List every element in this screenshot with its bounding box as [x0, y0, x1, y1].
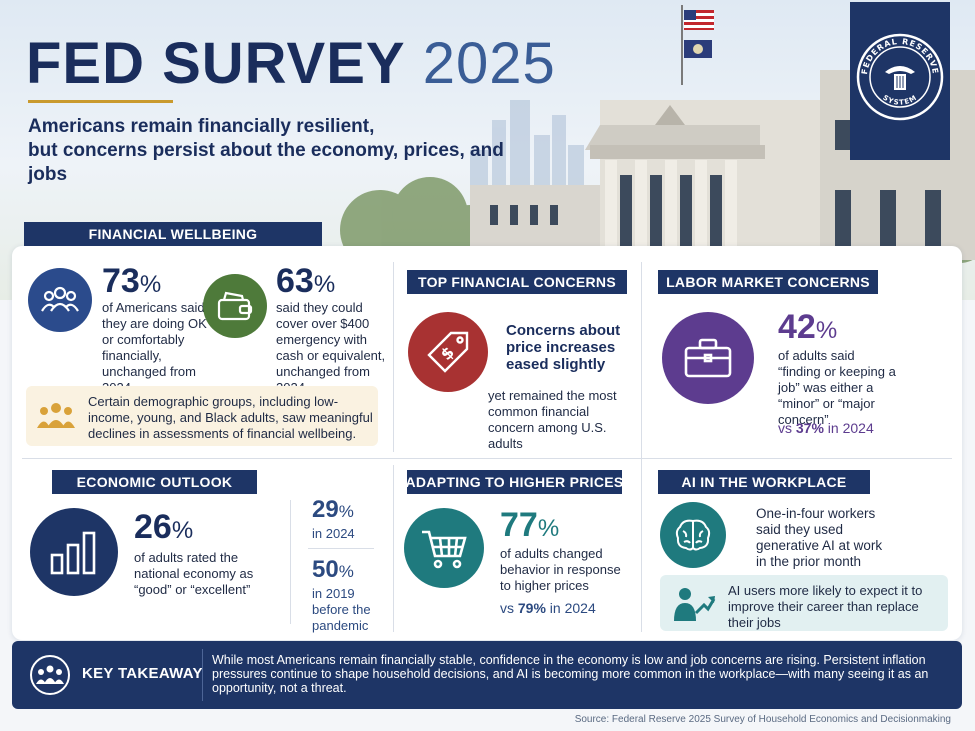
- brain-icon: [660, 502, 726, 568]
- stat-economy-2024: 29%: [312, 496, 354, 523]
- adapting-prices-heading: ADAPTING TO HIGHER PRICES: [405, 470, 623, 494]
- stat-emergency: 63%: [276, 262, 336, 300]
- community-icon: [30, 655, 70, 695]
- person-growth-icon: [672, 582, 716, 624]
- demographic-note: [26, 386, 378, 446]
- job-concern-compare: vs 37% in 2024: [778, 420, 874, 436]
- ai-workplace-heading: AI IN THE WORKPLACE: [658, 470, 870, 494]
- people-icon: [28, 268, 92, 332]
- top-concerns-headline: Concerns about price increases eased sli…: [506, 322, 621, 373]
- stat-job-concern: 42%: [778, 308, 838, 346]
- key-takeaway-text: While most Americans remain financially …: [212, 653, 929, 695]
- ai-workplace-headline: One-in-four workers said they used gener…: [756, 506, 883, 569]
- stat-behavior-change-text: of adults changed behavior in response t…: [500, 546, 621, 593]
- top-concerns-text: yet remained the most common financial c…: [488, 388, 617, 451]
- stat-economy-2019-label: in 2019 before the pandemic: [312, 586, 371, 633]
- hero-banner: FED SURVEY 2025 Americans remain financi…: [0, 0, 975, 300]
- title-main: FED SURVEY: [26, 31, 406, 96]
- stat-economy-2024-label: in 2024: [312, 526, 355, 541]
- stat-economy-rating-text: of adults rated the national economy as …: [134, 550, 254, 597]
- ai-career-note-text: AI users more likely to expect it to imp…: [728, 583, 923, 630]
- source-citation: Source: Federal Reserve 2025 Survey of H…: [574, 714, 951, 725]
- title-year: 2025: [422, 31, 556, 96]
- wallet-icon: [203, 274, 267, 338]
- group-icon: [36, 398, 76, 432]
- federal-reserve-building-illustration: [340, 5, 975, 280]
- financial-wellbeing-heading: FINANCIAL WELLBEING: [24, 222, 322, 246]
- key-takeaway-banner: KEY TAKEAWAY While most Americans remain…: [12, 641, 962, 709]
- bar-chart-icon: [30, 508, 118, 596]
- labor-market-heading: LABOR MARKET CONCERNS: [658, 270, 878, 294]
- stat-economy-rating: 26%: [134, 508, 194, 546]
- subtitle: Americans remain financially resilient, …: [28, 115, 548, 187]
- stat-doing-ok: 73%: [102, 262, 162, 300]
- briefcase-icon: [662, 312, 754, 404]
- stat-doing-ok-text: of Americans said they are doing OK or c…: [102, 300, 207, 395]
- stat-economy-2019: 50%: [312, 556, 354, 583]
- page-title: FED SURVEY 2025: [26, 30, 556, 97]
- stat-job-concern-text: of adults said “finding or keeping a job…: [778, 348, 896, 427]
- price-tag-icon: $: [408, 312, 488, 392]
- top-concerns-heading: TOP FINANCIAL CONCERNS: [407, 270, 627, 294]
- stat-behavior-change: 77%: [500, 506, 560, 544]
- ai-career-note: [660, 575, 948, 631]
- economic-outlook-heading: ECONOMIC OUTLOOK: [52, 470, 257, 494]
- shopping-cart-icon: [404, 508, 484, 588]
- subtitle-line-2: but concerns persist about the economy, …: [28, 140, 504, 185]
- key-takeaway-label: KEY TAKEAWAY: [82, 665, 203, 682]
- federal-reserve-seal-icon: FEDERAL RESERVE SYSTEM: [856, 33, 944, 121]
- stat-emergency-text: said they could cover over $400 emergenc…: [276, 300, 386, 395]
- subtitle-line-1: Americans remain financially resilient,: [28, 116, 375, 137]
- behavior-change-compare: vs 79% in 2024: [500, 600, 596, 616]
- demographic-note-text: Certain demographic groups, including lo…: [88, 394, 373, 441]
- title-underline: [28, 100, 173, 103]
